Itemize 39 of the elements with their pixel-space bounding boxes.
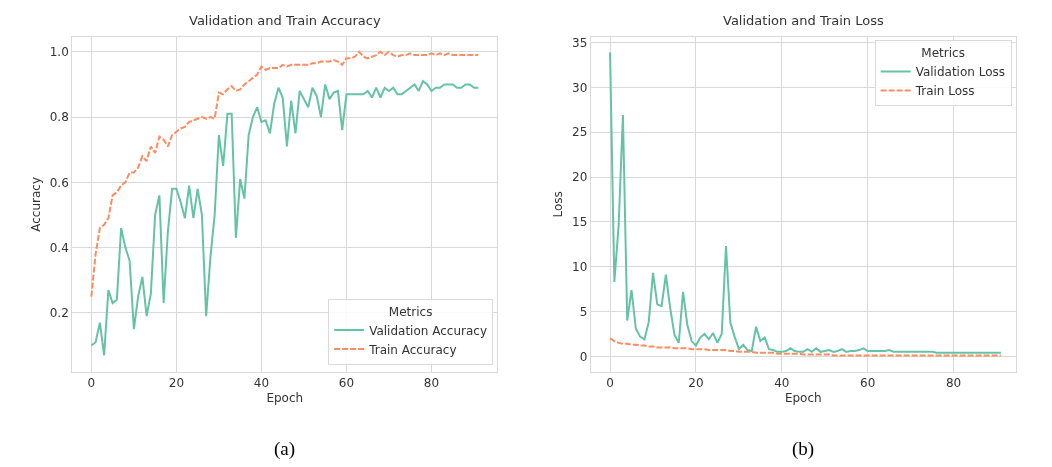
legend-label: Validation Accuracy <box>369 323 487 338</box>
y-tick-label: 0.4 <box>49 240 69 255</box>
x-tick-label: 0 <box>87 376 96 390</box>
y-axis-title: Accuracy <box>29 176 44 232</box>
text: (a) <box>274 438 296 460</box>
x-tick-label: 60 <box>338 376 355 390</box>
x-tick-label: 20 <box>168 376 185 390</box>
y-tick-label: 30 <box>572 80 588 95</box>
x-tick-label: 20 <box>688 376 704 390</box>
legend-label: Validation Loss <box>915 65 1006 80</box>
legend-label: Train Loss <box>914 84 975 99</box>
y-tick-label: 0 <box>579 349 588 364</box>
y-tick-label: 10 <box>572 259 588 274</box>
x-tick-label: 40 <box>774 376 790 390</box>
y-tick-label: 1.0 <box>49 45 69 59</box>
line-series <box>609 337 1002 357</box>
x-tick-label: 60 <box>860 376 876 390</box>
y-tick-label: 0.8 <box>49 110 69 125</box>
y-tick-label: 0.6 <box>49 175 69 190</box>
y-axis-title: Loss <box>551 191 566 218</box>
x-tick-label: 40 <box>253 376 270 390</box>
y-tick-label: 5 <box>579 304 588 319</box>
legend-title: Metrics <box>388 304 433 319</box>
x-axis-title: Epoch <box>266 390 304 405</box>
legend-label: Train Accuracy <box>368 342 457 357</box>
y-tick-label: 20 <box>572 170 588 185</box>
legend-title: Metrics <box>921 46 965 61</box>
y-tick-label: 35 <box>572 35 588 50</box>
x-tick-label: 80 <box>423 376 440 390</box>
y-tick-label: 0.2 <box>49 306 69 321</box>
text: (b) <box>792 438 815 460</box>
y-tick-label: 15 <box>572 215 588 230</box>
line-series <box>90 50 480 298</box>
x-axis-title: Epoch <box>784 390 822 405</box>
y-tick-label: 25 <box>572 125 588 140</box>
x-tick-label: 0 <box>606 376 614 390</box>
x-tick-label: 80 <box>945 376 962 390</box>
chart-title: Validation and Train Loss <box>723 13 884 28</box>
chart-title: Validation and Train Accuracy <box>189 13 381 28</box>
